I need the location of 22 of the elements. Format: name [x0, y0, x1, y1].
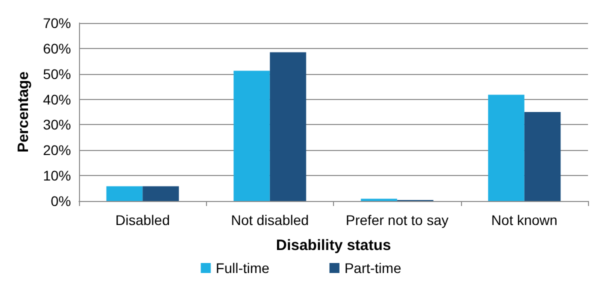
y-axis-title: Percentage	[15, 72, 32, 152]
bar	[234, 70, 270, 201]
y-tick-label: 10%	[42, 168, 71, 184]
bar	[524, 112, 561, 201]
y-tick-label: 50%	[42, 66, 71, 82]
bar	[106, 186, 143, 201]
y-tick-label: 60%	[42, 40, 71, 56]
y-tick-label: 40%	[42, 91, 71, 108]
bar	[270, 52, 306, 201]
y-tick-label: 0%	[50, 193, 71, 209]
x-axis-title: Disability status	[276, 237, 392, 254]
x-tick-label: Not disabled	[230, 212, 309, 228]
legend-label: Full-time	[216, 260, 270, 276]
x-tick-label: Prefer not to say	[346, 212, 448, 228]
legend-label: Part-time	[344, 260, 402, 276]
y-tick-label: 30%	[42, 116, 71, 133]
x-tick-label: Disabled	[115, 212, 170, 228]
x-tick-label: Not known	[491, 212, 558, 228]
y-tick-label: 20%	[42, 142, 71, 158]
bar	[488, 94, 524, 201]
bar	[142, 186, 179, 201]
y-tick-label: 70%	[42, 15, 71, 31]
